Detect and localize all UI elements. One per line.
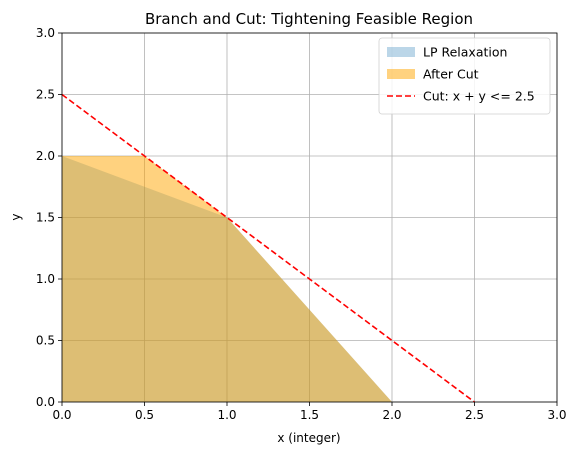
x-tick-label: 2.0 (382, 408, 401, 422)
legend-box (378, 37, 551, 115)
legend-swatch (387, 47, 415, 57)
region-after-cut (62, 156, 392, 402)
y-tick-label: 1.0 (36, 272, 55, 286)
y-tick-label: 1.5 (36, 211, 55, 225)
x-tick-label: 2.5 (465, 408, 484, 422)
cut-line (61, 93, 475, 403)
regions (62, 156, 392, 402)
legend-label: LP Relaxation (423, 45, 507, 60)
y-tick-label: 2.5 (36, 88, 55, 102)
x-tick-label: 1.0 (217, 408, 236, 422)
y-tick-label: 2.0 (36, 149, 55, 163)
x-axis-label: x (integer) (277, 431, 340, 445)
chart-title: Branch and Cut: Tightening Feasible Regi… (145, 10, 473, 28)
x-tick-label: 0.0 (52, 408, 71, 422)
y-tick-label: 0.5 (36, 334, 55, 348)
y-tick-label: 3.0 (36, 26, 55, 40)
legend: LP Relaxation After Cut Cut: x + y <= 2.5 (378, 37, 551, 115)
legend-label: Cut: x + y <= 2.5 (423, 89, 535, 104)
x-tick-label: 0.5 (135, 408, 154, 422)
lines (61, 93, 475, 403)
legend-label: After Cut (423, 67, 479, 82)
x-tick-label: 3.0 (547, 408, 566, 422)
legend-swatch (387, 69, 415, 79)
x-tick-label: 1.5 (300, 408, 319, 422)
y-tick-label: 0.0 (36, 395, 55, 409)
ticks: 0.0 0.5 1.0 1.5 2.0 2.5 3.0 0.0 0.5 1.0 1.5 2.0 2.5 3… (36, 26, 567, 422)
y-axis-label: y (9, 213, 23, 220)
